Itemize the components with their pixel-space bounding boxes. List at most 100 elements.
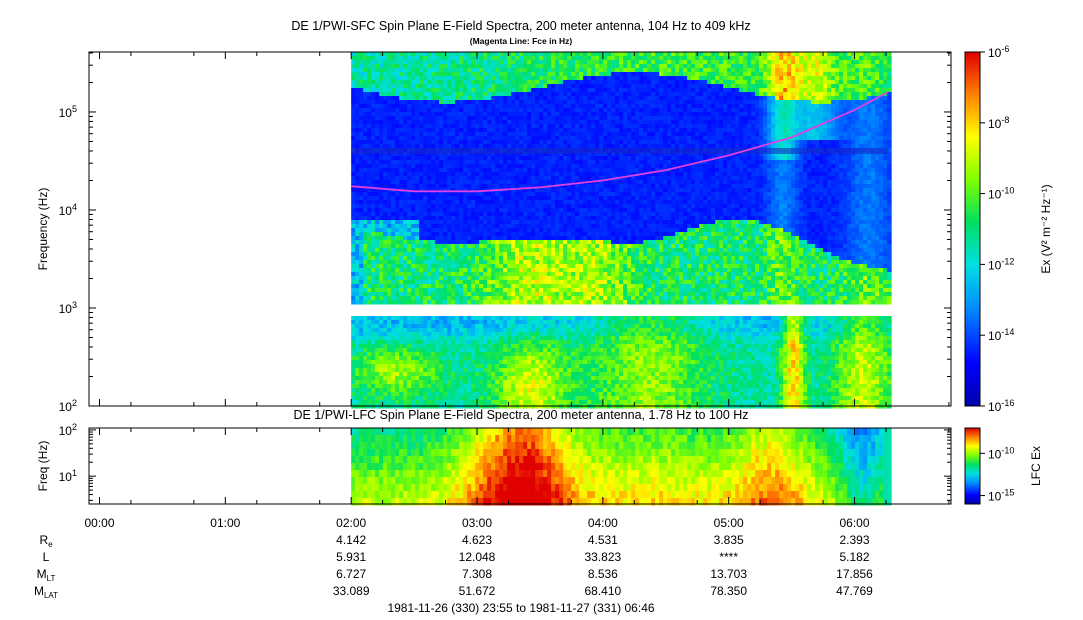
sfc-cell	[419, 216, 424, 221]
sfc-cell	[359, 56, 364, 61]
sfc-cell	[531, 300, 536, 305]
sfc-cell	[459, 300, 464, 305]
sfc-cell	[355, 144, 360, 149]
sfc-cell	[407, 64, 412, 69]
sfc-cell	[359, 248, 364, 253]
sfc-cell	[423, 256, 428, 261]
sfc-cell	[451, 260, 456, 265]
sfc-cell	[499, 112, 504, 117]
sfc-cell	[547, 132, 552, 137]
sfc-cell	[535, 116, 540, 121]
sfc-cell	[451, 244, 456, 249]
sfc-cell	[571, 392, 576, 397]
sfc-cell	[407, 252, 412, 257]
sfc-cell	[443, 136, 448, 141]
sfc-cell	[379, 236, 384, 241]
sfc-cell	[519, 380, 524, 385]
sfc-cell	[355, 72, 360, 77]
sfc-cell	[531, 204, 536, 209]
sfc-cell	[491, 128, 496, 133]
sfc-cell	[487, 384, 492, 389]
sfc-cell	[523, 100, 528, 105]
sfc-cell	[391, 92, 396, 97]
sfc-cell	[535, 300, 540, 305]
sfc-cell	[415, 176, 420, 181]
sfc-cell	[455, 332, 460, 337]
sfc-cell	[563, 136, 568, 141]
sfc-cell	[395, 240, 400, 245]
sfc-cell	[423, 224, 428, 229]
sfc-cell	[539, 336, 544, 341]
sfc-cell	[387, 124, 392, 129]
sfc-cell	[363, 136, 368, 141]
sfc-cell	[443, 232, 448, 237]
sfc-cell	[463, 68, 468, 73]
sfc-cell	[375, 368, 380, 373]
sfc-cell	[447, 156, 452, 161]
sfc-cell	[551, 228, 556, 233]
sfc-cell	[475, 272, 480, 277]
sfc-cell	[359, 88, 364, 93]
sfc-cell	[359, 96, 364, 101]
sfc-cell	[439, 236, 444, 241]
sfc-cell	[407, 92, 412, 97]
sfc-cell	[483, 384, 488, 389]
sfc-cell	[487, 104, 492, 109]
sfc-cell	[391, 184, 396, 189]
sfc-cell	[459, 84, 464, 89]
sfc-cell	[451, 252, 456, 257]
sfc-cell	[427, 140, 432, 145]
sfc-cell	[351, 196, 356, 201]
sfc-cell	[459, 228, 464, 233]
sfc-cell	[475, 144, 480, 149]
sfc-cell	[363, 160, 368, 165]
sfc-cell	[547, 240, 552, 245]
sfc-cell	[471, 348, 476, 353]
sfc-cell	[567, 324, 572, 329]
sfc-cell	[387, 352, 392, 357]
sfc-cell	[379, 132, 384, 137]
sfc-cell	[519, 92, 524, 97]
sfc-cell	[491, 96, 496, 101]
sfc-cell	[407, 276, 412, 281]
sfc-cell	[407, 236, 412, 241]
sfc-cell	[399, 132, 404, 137]
sfc-cell	[483, 296, 488, 301]
sfc-cell	[527, 172, 532, 177]
sfc-cell	[555, 228, 560, 233]
sfc-cell	[479, 320, 484, 325]
sfc-cell	[419, 288, 424, 293]
sfc-cell	[387, 180, 392, 185]
sfc-cell	[535, 260, 540, 265]
sfc-cell	[559, 156, 564, 161]
sfc-cell	[403, 256, 408, 261]
sfc-cell	[527, 160, 532, 165]
sfc-cell	[475, 104, 480, 109]
sfc-cell	[507, 72, 512, 77]
sfc-cell	[359, 224, 364, 229]
sfc-cell	[375, 360, 380, 365]
sfc-cell	[575, 220, 580, 225]
sfc-cell	[383, 224, 388, 229]
sfc-cell	[399, 128, 404, 133]
sfc-cell	[359, 280, 364, 285]
sfc-cell	[531, 364, 536, 369]
sfc-cell	[575, 252, 580, 257]
sfc-cell	[467, 172, 472, 177]
sfc-cell	[551, 76, 556, 81]
sfc-cell	[523, 84, 528, 89]
sfc-cell	[387, 260, 392, 265]
sfc-cell	[571, 200, 576, 205]
sfc-cell	[375, 380, 380, 385]
sfc-cell	[559, 328, 564, 333]
sfc-cell	[451, 116, 456, 121]
sfc-cell	[363, 68, 368, 73]
sfc-cell	[375, 276, 380, 281]
sfc-cell	[403, 260, 408, 265]
sfc-cell	[451, 68, 456, 73]
sfc-cell	[407, 332, 412, 337]
sfc-cell	[359, 380, 364, 385]
sfc-cell	[575, 324, 580, 329]
sfc-cell	[507, 52, 512, 57]
sfc-cell	[559, 236, 564, 241]
